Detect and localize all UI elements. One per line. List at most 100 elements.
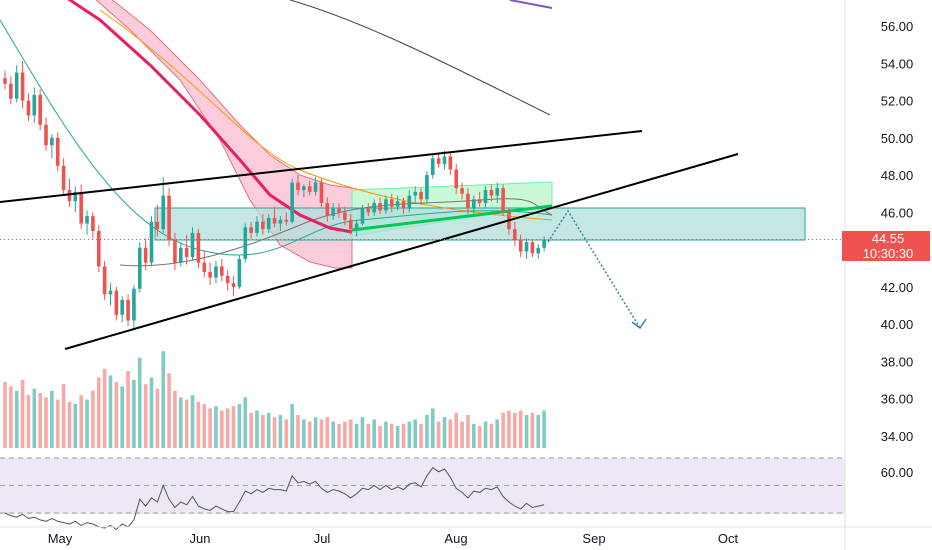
time-tick-label: Aug	[444, 531, 467, 546]
volume-bar	[73, 404, 78, 448]
volume-bar	[395, 426, 400, 448]
rsi-series	[4, 466, 545, 531]
volume-bar	[196, 401, 201, 448]
volume-bar	[190, 395, 195, 448]
volume-bar	[208, 408, 212, 448]
projection-path[interactable]	[547, 209, 641, 329]
volume-bar	[401, 423, 406, 448]
candle	[495, 182, 500, 204]
volume-bar	[536, 415, 541, 448]
candle	[114, 286, 119, 321]
volume-bar	[384, 421, 388, 448]
lower-trendline[interactable]	[64, 153, 739, 350]
volume-bar	[231, 406, 236, 448]
green-channel-center	[351, 204, 553, 232]
candle	[518, 234, 523, 258]
volume-bar	[477, 426, 482, 448]
candle	[120, 296, 124, 323]
volume-bar	[530, 412, 535, 448]
candle	[384, 195, 388, 215]
price-tick-label: 36.00	[881, 392, 914, 407]
candle	[190, 227, 195, 261]
time-tick-label: Jun	[190, 531, 211, 546]
candle	[14, 65, 19, 103]
candle	[483, 186, 488, 209]
volume-bar	[155, 388, 160, 448]
volume-bar	[460, 421, 464, 448]
candle	[91, 212, 95, 239]
volume-bar	[366, 423, 371, 448]
candle	[489, 184, 494, 202]
candle	[266, 214, 271, 233]
volume-bar	[79, 395, 83, 448]
candlesticks	[3, 61, 546, 328]
candle	[513, 221, 517, 246]
volume-bar	[436, 421, 441, 448]
volume-bar	[507, 410, 511, 448]
volume-bar	[20, 379, 25, 448]
volume-bar	[360, 417, 365, 448]
volume-bar	[102, 368, 107, 448]
volume-bar	[96, 377, 101, 448]
candle	[290, 178, 294, 224]
volume-bar	[237, 404, 242, 448]
volume-bar	[50, 390, 54, 448]
volume-bar	[407, 421, 412, 448]
volume-bar	[448, 419, 453, 448]
candle	[32, 87, 37, 123]
candle	[3, 70, 7, 90]
candle	[296, 175, 300, 196]
volume-bar	[372, 419, 376, 448]
trend-lines[interactable]	[0, 130, 845, 350]
volume-bar	[518, 410, 523, 448]
volume-bar	[419, 423, 423, 448]
rsi-tick-label: 60.00	[881, 465, 914, 480]
volume-bar	[307, 421, 312, 448]
projection-arrowhead	[631, 318, 647, 330]
price-tick-label: 50.00	[881, 131, 914, 146]
countdown-label: 10:30:30	[863, 246, 914, 261]
volume-bar	[220, 410, 224, 448]
volume-bar	[442, 417, 447, 448]
volume-bar	[137, 357, 142, 448]
rsi-panel	[0, 457, 845, 514]
candle	[395, 195, 400, 211]
candle	[220, 258, 224, 282]
volume-bar	[302, 419, 306, 448]
volume-bar	[26, 395, 31, 448]
candle	[278, 216, 283, 231]
candle	[501, 184, 505, 217]
ma-50	[0, 19, 553, 256]
candle	[85, 210, 89, 235]
candle	[348, 214, 353, 235]
candle	[67, 178, 72, 207]
volume-bar	[173, 390, 177, 448]
candle	[108, 283, 113, 306]
volume-bar	[85, 399, 89, 448]
price-tick-label: 42.00	[881, 280, 914, 295]
volume-bar	[38, 393, 42, 448]
candle	[155, 204, 160, 237]
volume-bar	[466, 415, 470, 448]
volume-bar	[55, 399, 60, 448]
candle	[307, 180, 312, 196]
candle	[378, 197, 382, 215]
candle	[61, 158, 66, 196]
rsi-line	[4, 466, 545, 531]
volume-bar	[108, 375, 113, 448]
candle	[173, 232, 177, 271]
candle	[331, 203, 335, 220]
candle	[179, 242, 183, 267]
volume-bar	[3, 382, 7, 448]
candle	[325, 197, 330, 222]
volume-bar	[167, 373, 171, 448]
candle	[536, 244, 541, 259]
candle	[337, 203, 341, 218]
upper-trendline[interactable]	[0, 130, 643, 203]
candle	[413, 186, 417, 204]
volume-bar	[32, 388, 37, 448]
volume-bar	[266, 412, 271, 448]
candle	[442, 150, 447, 170]
